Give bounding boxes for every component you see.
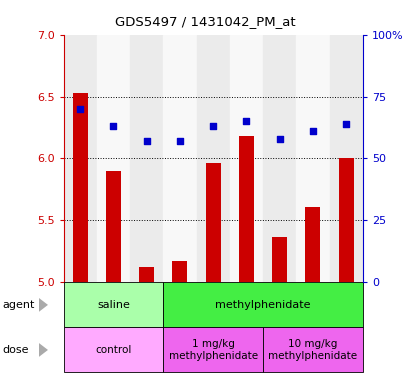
Bar <box>229 35 263 282</box>
Bar <box>163 35 196 282</box>
Bar <box>139 268 154 282</box>
Bar <box>130 35 163 282</box>
Bar <box>106 171 121 282</box>
Polygon shape <box>39 298 48 312</box>
Point <box>77 106 83 112</box>
Polygon shape <box>39 343 48 357</box>
Point <box>209 123 216 129</box>
Bar <box>97 35 130 282</box>
Point <box>276 136 282 142</box>
Bar <box>263 35 296 282</box>
Bar <box>338 159 353 282</box>
Bar <box>329 35 362 282</box>
Point <box>176 138 183 144</box>
Text: 10 mg/kg
methylphenidate: 10 mg/kg methylphenidate <box>268 339 357 361</box>
Text: methylphenidate: methylphenidate <box>215 300 310 310</box>
Point <box>342 121 348 127</box>
Bar <box>205 164 220 282</box>
Point <box>309 128 315 134</box>
Point <box>143 138 150 144</box>
Text: 1 mg/kg
methylphenidate: 1 mg/kg methylphenidate <box>168 339 257 361</box>
Text: saline: saline <box>97 300 130 310</box>
Bar <box>63 35 97 282</box>
Bar <box>163 328 263 372</box>
Bar <box>163 282 362 328</box>
Bar <box>63 328 163 372</box>
Bar <box>263 328 362 372</box>
Bar <box>272 237 286 282</box>
Bar <box>296 35 329 282</box>
Bar <box>305 207 320 282</box>
Bar <box>238 136 253 282</box>
Bar <box>72 93 88 282</box>
Point <box>110 123 117 129</box>
Text: GDS5497 / 1431042_PM_at: GDS5497 / 1431042_PM_at <box>115 15 294 28</box>
Text: agent: agent <box>2 300 34 310</box>
Text: dose: dose <box>2 345 29 355</box>
Bar <box>172 261 187 282</box>
Bar <box>63 282 163 328</box>
Point <box>243 118 249 124</box>
Bar <box>196 35 229 282</box>
Text: control: control <box>95 345 131 355</box>
